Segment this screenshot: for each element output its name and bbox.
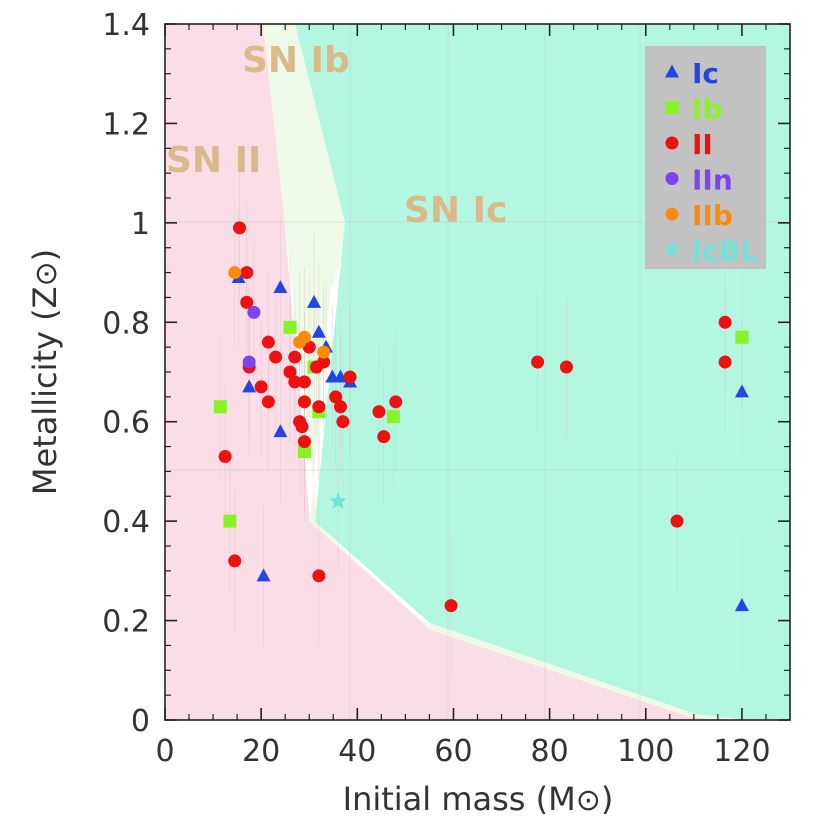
legend-marker-ib	[665, 101, 679, 114]
point-ii	[233, 221, 247, 235]
point-ii	[670, 514, 684, 528]
point-ii	[333, 400, 347, 414]
y-tick-label: 1.2	[102, 107, 150, 142]
point-ii	[288, 350, 302, 364]
y-tick-label: 1.4	[102, 8, 150, 43]
legend-label-ib: Ib	[692, 93, 722, 126]
legend-marker-ii	[665, 136, 679, 150]
point-ic	[273, 279, 288, 293]
point-ic	[307, 294, 322, 308]
x-tick-label: 0	[155, 734, 174, 769]
point-ii	[372, 405, 386, 419]
legend-label-ii: II	[692, 128, 713, 161]
point-ic	[333, 369, 348, 383]
point-iin	[247, 305, 261, 319]
point-ii	[312, 400, 326, 414]
point-ic	[734, 598, 749, 612]
point-ii	[295, 420, 309, 434]
y-axis-label-symbol: ⊙	[29, 261, 64, 286]
x-tick-label: 60	[434, 734, 472, 769]
sn-ii-label: SN II	[166, 140, 261, 181]
point-ii	[336, 415, 350, 429]
point-ii	[297, 435, 311, 449]
sn-ic-label: SN Ic	[404, 190, 507, 231]
point-ii	[240, 295, 254, 309]
sn-ii-region	[165, 24, 730, 720]
x-tick-label: 120	[713, 734, 770, 769]
point-ii	[254, 380, 268, 394]
point-ii	[240, 266, 254, 280]
sn-ib-label: SN Ib	[242, 40, 350, 81]
legend-marker-icbl	[663, 240, 681, 257]
legend-label-iib: IIb	[692, 199, 733, 232]
legend-label-ic: Ic	[692, 57, 719, 90]
y-tick-label: 0	[131, 704, 150, 739]
point-ii	[302, 340, 316, 354]
x-axis-label-symbol: ⊙	[576, 783, 601, 818]
point-ii	[297, 395, 311, 409]
point-ii	[377, 430, 391, 444]
x-axis-label: Initial mass (M⊙)	[343, 780, 614, 818]
point-ii	[343, 370, 357, 384]
y-tick-label: 0.8	[102, 306, 150, 341]
axis-ticks: 0 20 40 60 80 100 120 0 0.2 0.4 0.6 0.8 1 1.2 1.4	[102, 8, 790, 769]
point-ib	[735, 330, 749, 344]
y-axis-label: Metallicity (Z⊙)	[26, 249, 64, 495]
point-ic	[273, 424, 288, 438]
point-ii	[718, 315, 732, 329]
legend-label-iin: IIn	[692, 164, 733, 197]
point-ii	[297, 375, 311, 389]
point-ic	[256, 568, 271, 582]
y-tick-label: 0.6	[102, 406, 150, 441]
point-ii	[444, 599, 458, 613]
y-tick-label: 0.4	[102, 505, 150, 540]
point-ib	[283, 320, 297, 334]
point-iib	[228, 266, 242, 280]
point-iin	[242, 355, 256, 369]
x-tick-label: 80	[531, 734, 569, 769]
point-ib	[213, 400, 227, 414]
point-ii	[261, 395, 275, 409]
point-ii	[288, 375, 302, 389]
point-ic	[734, 384, 749, 398]
x-tick-label: 40	[338, 734, 376, 769]
point-ii	[329, 390, 343, 404]
x-tick-label: 100	[617, 734, 674, 769]
point-ii	[218, 450, 232, 464]
x-tick-label: 20	[242, 734, 280, 769]
legend-marker-iin	[665, 172, 679, 185]
point-ii	[283, 365, 297, 379]
legend-box	[645, 46, 766, 269]
point-ii	[317, 355, 331, 369]
point-ib	[223, 514, 237, 528]
point-ii	[531, 355, 545, 369]
point-ii	[269, 350, 283, 364]
legend-marker-ic	[665, 64, 679, 78]
point-ib	[386, 410, 400, 424]
point-ic	[242, 379, 257, 393]
point-ii	[559, 360, 573, 374]
y-tick-label: 1	[131, 207, 150, 242]
legend-marker-iib	[665, 207, 679, 221]
legend-label-icbl: IcBL	[692, 235, 758, 268]
point-ii	[228, 554, 242, 568]
point-ii	[312, 569, 326, 583]
point-ii	[718, 355, 732, 369]
point-ic	[311, 324, 326, 338]
point-iib	[297, 330, 311, 344]
point-ii	[389, 395, 403, 409]
point-ib	[297, 445, 311, 459]
point-icbl	[329, 492, 347, 509]
point-ii	[261, 335, 275, 349]
y-tick-label: 0.2	[102, 605, 150, 640]
point-iib	[317, 345, 331, 359]
data-points	[213, 221, 749, 613]
